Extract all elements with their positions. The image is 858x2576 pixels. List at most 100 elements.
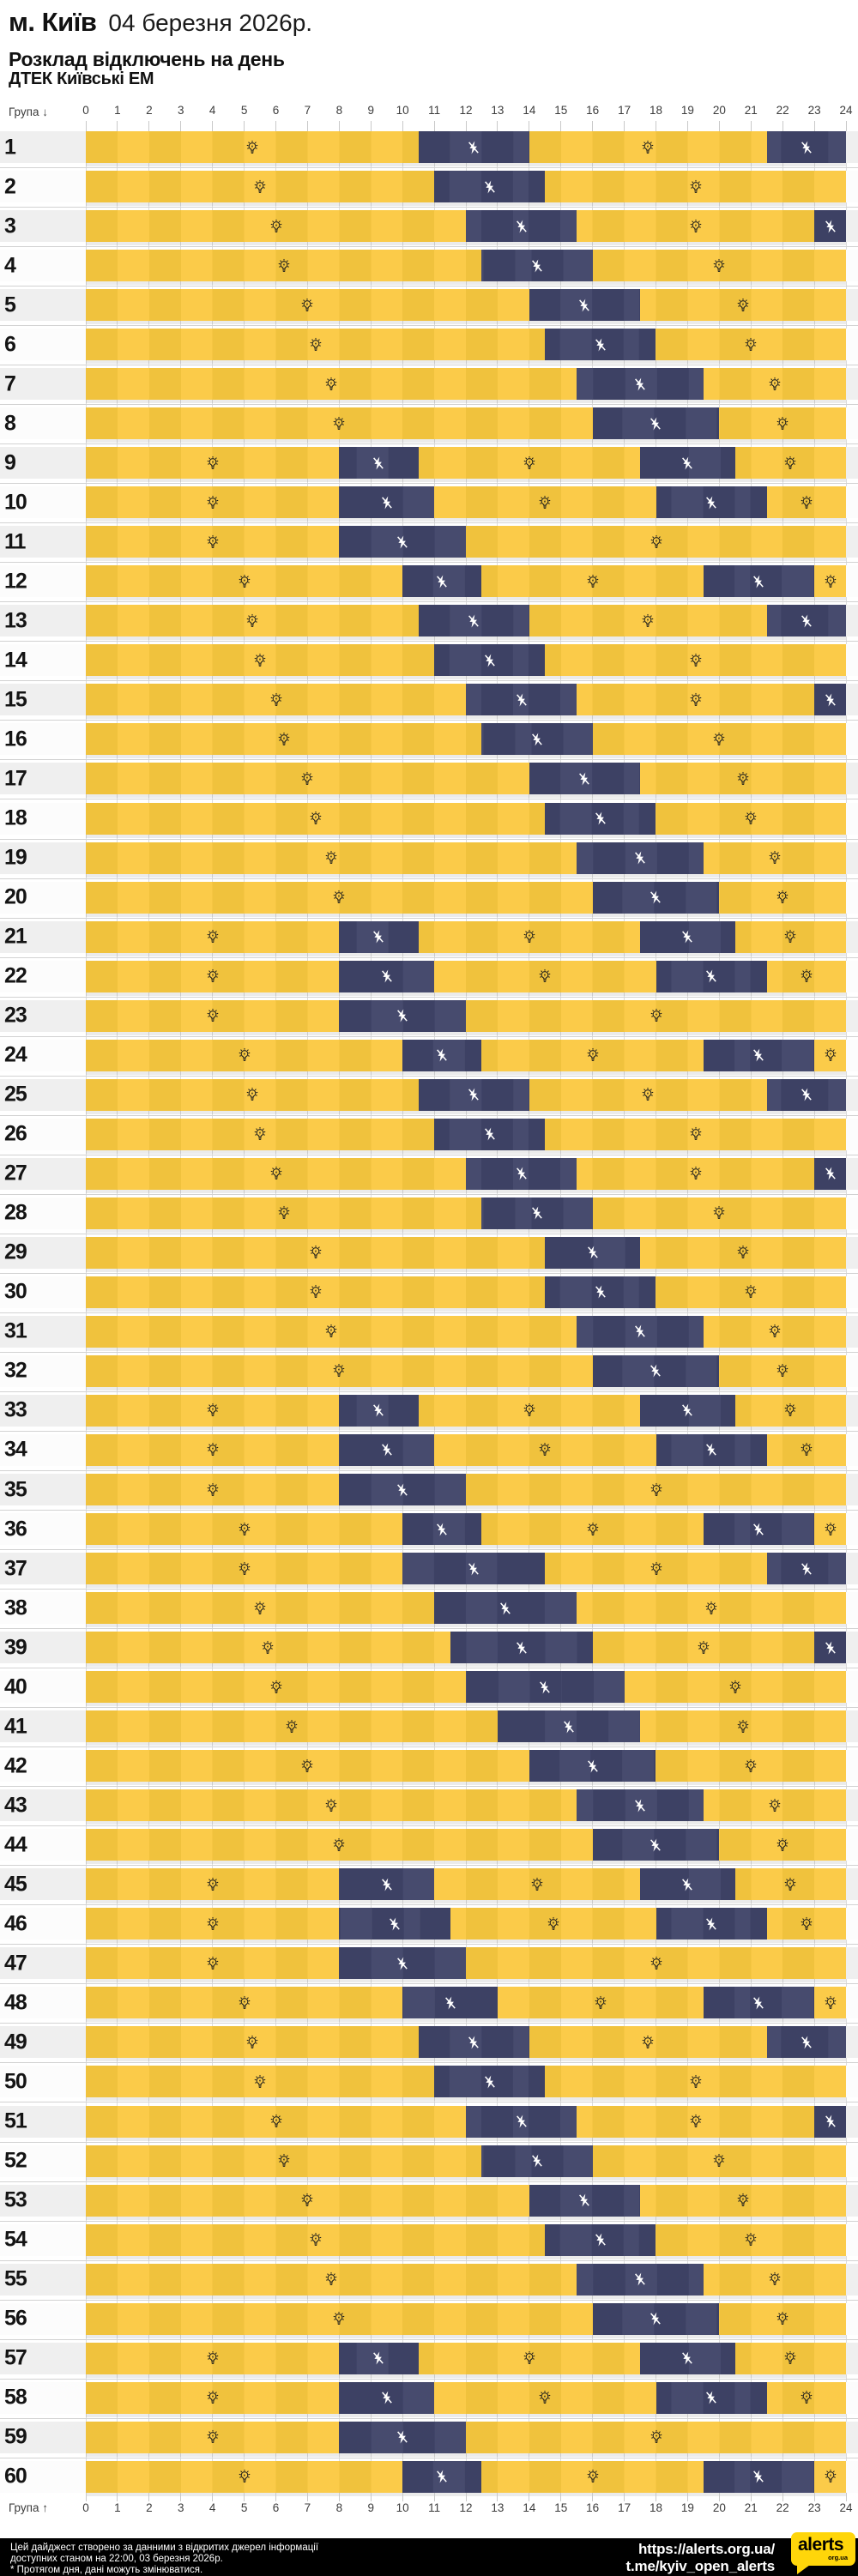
bolt-off-icon: [798, 1560, 814, 1577]
bulb-icon: [649, 1561, 663, 1576]
schedule-row: 8: [0, 407, 858, 440]
row-divider: [0, 1114, 858, 1116]
gridline-hour-4: [212, 131, 214, 2493]
row-divider: [0, 286, 858, 287]
schedule-row: 48: [0, 1987, 858, 2019]
schedule-row: 2: [0, 171, 858, 203]
bulb-icon: [688, 1167, 703, 1181]
schedule-row: 46: [0, 1908, 858, 1940]
bolt-off-icon: [632, 1797, 649, 1813]
gridline-hour-23: [813, 131, 815, 2493]
schedule-row: 31: [0, 1315, 858, 1348]
hour-tick-bottom-8: [338, 2493, 340, 2501]
group-number: 52: [4, 2148, 27, 2173]
schedule-row: 32: [0, 1354, 858, 1387]
schedule-row: 34: [0, 1433, 858, 1466]
hour-tick-top-19: [686, 121, 688, 131]
hour-tick-top-17: [624, 121, 625, 131]
gridline-hour-13: [497, 131, 498, 2493]
bolt-off-icon: [798, 139, 814, 155]
schedule-row: 1: [0, 131, 858, 163]
timeline-bar: [86, 1354, 846, 1387]
group-number: 46: [4, 1911, 27, 1936]
hour-tick-bottom-9: [370, 2493, 372, 2501]
outage-segment: [703, 565, 815, 598]
group-number: 9: [4, 450, 16, 475]
hour-label-top-15: 15: [554, 104, 568, 117]
group-number: 37: [4, 1556, 27, 1581]
bulb-icon: [538, 1443, 553, 1457]
bulb-icon: [744, 2232, 758, 2247]
outage-segment: [577, 368, 704, 401]
bulb-icon: [269, 2114, 283, 2129]
bolt-off-icon: [798, 612, 814, 629]
bulb-icon: [245, 1088, 259, 1102]
timeline-bar: [86, 1039, 846, 1071]
outage-segment: [577, 1789, 704, 1822]
timeline-bar: [86, 2066, 846, 2098]
row-divider: [0, 207, 858, 208]
bulb-icon: [538, 495, 553, 510]
hour-tick-top-4: [212, 121, 214, 131]
group-number: 13: [4, 608, 27, 633]
bolt-off-icon: [577, 2193, 593, 2209]
hour-label-top-23: 23: [807, 104, 821, 117]
group-number: 4: [4, 253, 16, 278]
bulb-icon: [799, 1916, 813, 1931]
hour-tick-bottom-21: [750, 2493, 752, 2501]
group-number: 43: [4, 1793, 27, 1818]
row-divider: [0, 641, 858, 642]
row-divider: [0, 1865, 858, 1867]
bulb-icon: [736, 771, 751, 786]
timeline-bar: [86, 1947, 846, 1980]
bulb-icon: [823, 1048, 837, 1063]
timeline-bar: [86, 1908, 846, 1940]
bulb-icon: [205, 1403, 220, 1418]
gridline-hour-9: [370, 131, 372, 2493]
bulb-icon: [744, 337, 758, 352]
group-number: 54: [4, 2227, 27, 2252]
outage-segment: [766, 605, 846, 637]
row-divider: [0, 1746, 858, 1748]
schedule-row: 49: [0, 2026, 858, 2059]
row-divider: [0, 246, 858, 248]
row-divider: [0, 1469, 858, 1471]
hour-label-bottom-23: 23: [807, 2501, 821, 2514]
bulb-icon: [641, 2035, 656, 2049]
schedule-row: 53: [0, 2184, 858, 2217]
bulb-icon: [253, 1127, 268, 1142]
group-number: 36: [4, 1517, 27, 1541]
bulb-icon: [245, 140, 259, 154]
hour-tick-top-21: [750, 121, 752, 131]
hour-tick-top-7: [306, 121, 308, 131]
outage-segment: [339, 1394, 419, 1427]
outage-segment: [339, 447, 419, 480]
row-divider: [0, 1510, 858, 1511]
hour-tick-bottom-20: [718, 2493, 720, 2501]
bulb-icon: [649, 534, 663, 549]
bulb-icon: [776, 1364, 790, 1378]
group-number: 14: [4, 648, 27, 673]
schedule-row: 23: [0, 999, 858, 1032]
outage-segment: [766, 2026, 846, 2059]
hour-label-bottom-4: 4: [208, 2501, 216, 2514]
outage-segment: [529, 1750, 656, 1783]
hour-label-top-13: 13: [491, 104, 505, 117]
group-number: 20: [4, 884, 27, 909]
hour-label-bottom-14: 14: [523, 2501, 536, 2514]
bolt-off-icon: [648, 1363, 664, 1379]
bolt-off-icon: [513, 218, 529, 234]
gridline-hour-0: [85, 131, 87, 2493]
timeline-bar: [86, 920, 846, 953]
timeline-bar: [86, 2381, 846, 2414]
gridline-hour-21: [750, 131, 752, 2493]
footer-url: https://alerts.org.ua/: [637, 2541, 775, 2557]
bulb-icon: [649, 1482, 663, 1497]
bulb-icon: [585, 574, 600, 588]
schedule-row: 41: [0, 1710, 858, 1743]
gridline-hour-20: [718, 131, 720, 2493]
bulb-icon: [736, 1246, 751, 1260]
bulb-icon: [205, 1956, 220, 1970]
bolt-off-icon: [680, 929, 696, 945]
row-divider: [0, 404, 858, 406]
